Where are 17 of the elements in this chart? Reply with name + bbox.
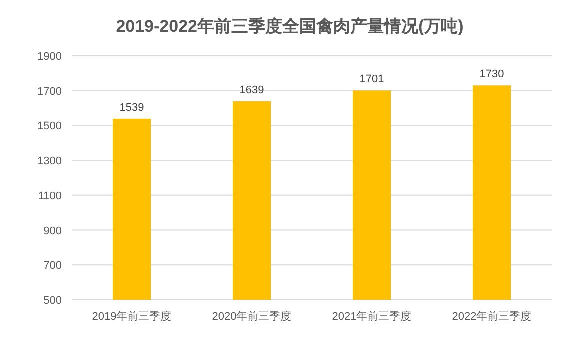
x-tick-label: 2020年前三季度 xyxy=(212,310,292,323)
y-tick-label: 500 xyxy=(44,295,62,307)
data-label: 1639 xyxy=(240,84,264,96)
y-tick-label: 900 xyxy=(44,225,62,238)
y-tick-label: 1500 xyxy=(38,120,62,133)
y-tick-label: 1700 xyxy=(38,86,62,98)
data-label: 1539 xyxy=(120,102,144,114)
y-tick-label: 700 xyxy=(44,260,62,272)
data-label: 1701 xyxy=(360,74,384,86)
x-tick-label: 2021年前三季度 xyxy=(332,310,412,323)
y-tick-label: 1100 xyxy=(38,190,62,202)
x-tick-label: 2019年前三季度 xyxy=(92,310,172,323)
y-tick-label: 1900 xyxy=(38,51,62,63)
data-label: 1730 xyxy=(480,68,504,81)
y-tick-label: 1300 xyxy=(38,156,62,168)
title: 2019-2022年前三季度全国禽肉产量情况(万吨) xyxy=(116,17,464,36)
x-tick-label: 2022年前三季度 xyxy=(452,310,532,323)
